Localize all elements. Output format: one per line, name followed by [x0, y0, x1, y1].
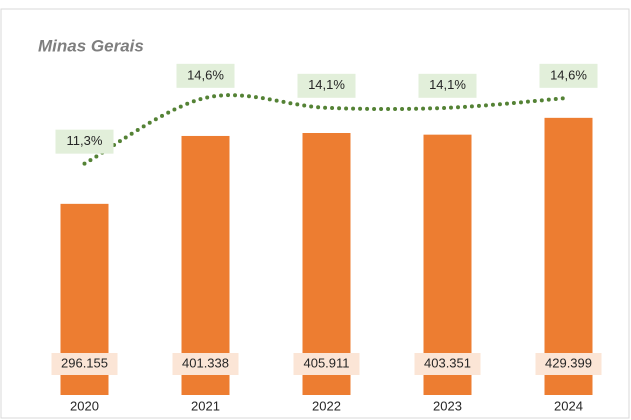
- data-label-box: [293, 353, 360, 375]
- data-label: 403.351: [424, 355, 471, 370]
- data-label-box: [535, 353, 602, 375]
- data-label: 296.155: [61, 355, 108, 370]
- x-tick-label: 2021: [191, 398, 220, 413]
- data-label-box: [414, 353, 481, 375]
- bar: [544, 117, 593, 395]
- bar: [302, 133, 351, 395]
- bar: [181, 135, 230, 395]
- data-label: 14,1%: [429, 77, 466, 92]
- x-tick-label: 2022: [312, 398, 341, 413]
- data-label-box: [297, 73, 356, 98]
- data-label: 405.911: [303, 355, 349, 370]
- data-label: 14,6%: [187, 67, 224, 82]
- data-label: 14,1%: [308, 77, 345, 92]
- data-label-box: [176, 63, 235, 88]
- data-label-box: [172, 353, 239, 375]
- data-label-box: [51, 353, 118, 375]
- data-label: 401.338: [182, 355, 229, 370]
- data-label-box: [539, 63, 598, 88]
- x-tick-label: 2023: [433, 398, 462, 413]
- chart-title: Minas Gerais: [38, 36, 144, 55]
- bar: [423, 134, 472, 395]
- data-label: 14,6%: [550, 67, 587, 82]
- data-label: 429.399: [545, 355, 592, 370]
- x-tick-label: 2024: [554, 398, 583, 413]
- data-label: 11,3%: [67, 133, 103, 148]
- line: [82, 93, 571, 166]
- x-tick-label: 2020: [70, 398, 99, 413]
- data-label-box: [418, 73, 477, 98]
- data-label-box: [55, 129, 114, 154]
